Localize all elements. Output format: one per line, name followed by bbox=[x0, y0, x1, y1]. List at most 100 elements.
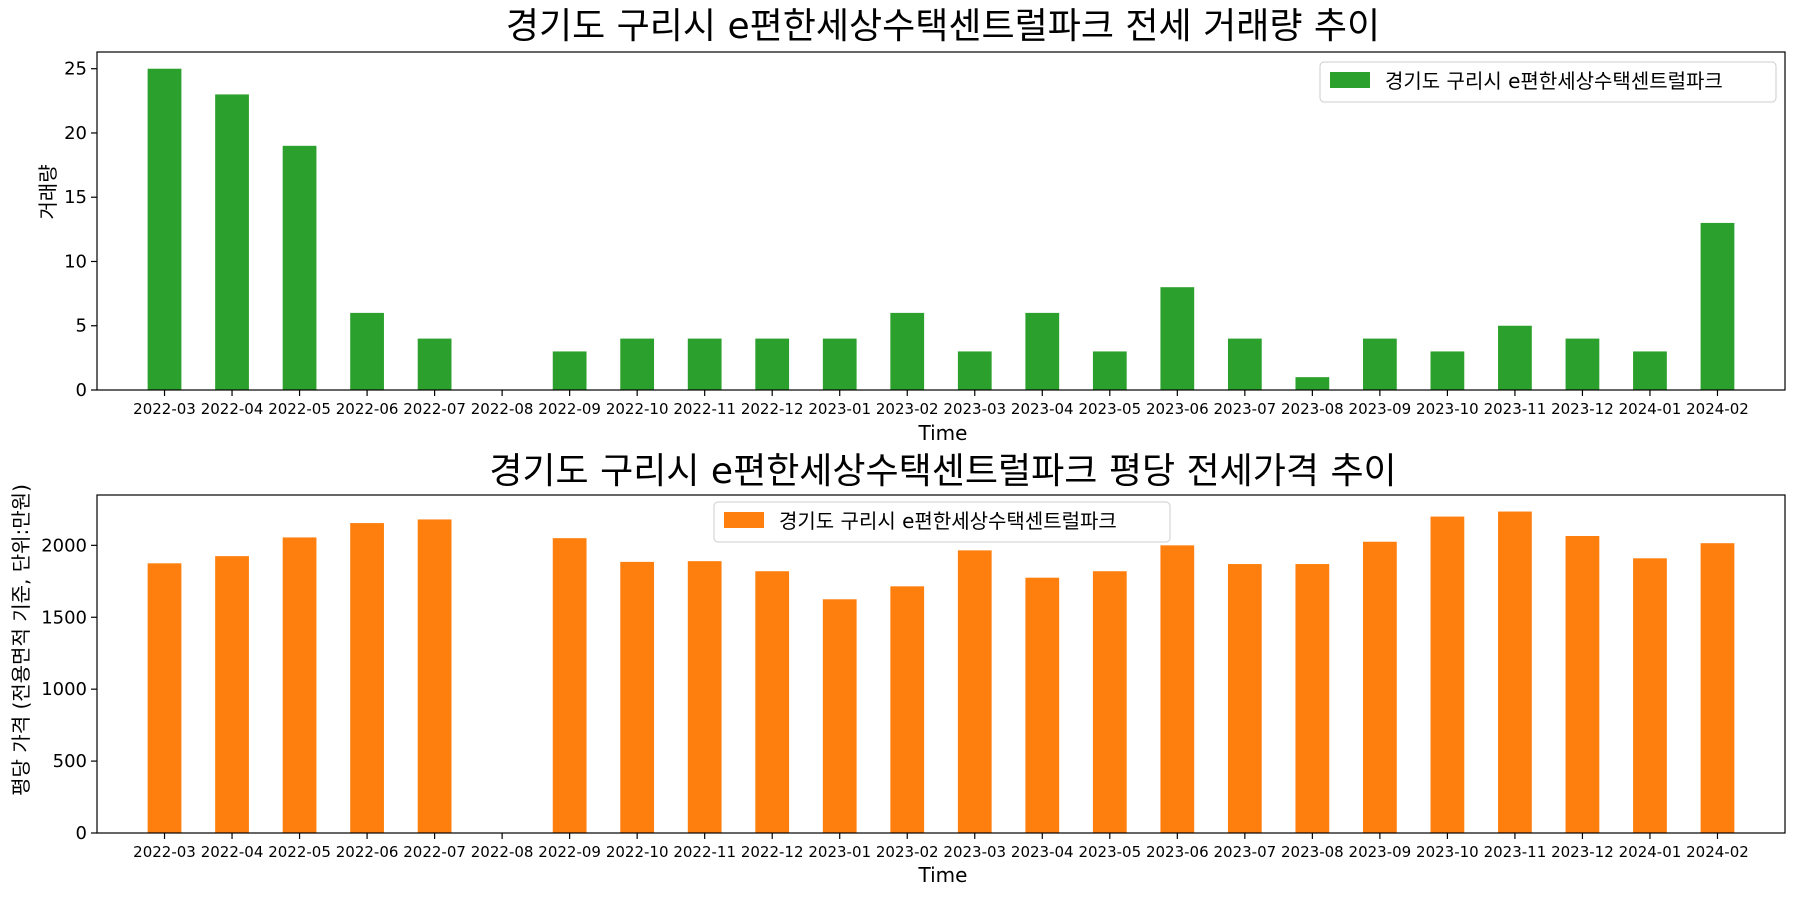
volume-chart-bar-2022-05 bbox=[282, 145, 317, 390]
volume-chart-x-tick-label: 2022-12 bbox=[741, 400, 804, 418]
price-chart-bar-2023-11 bbox=[1498, 511, 1532, 833]
volume-chart-bar-2024-01 bbox=[1633, 351, 1667, 390]
price-chart-bar-2022-09 bbox=[552, 538, 587, 833]
volume-chart-x-tick-label: 2024-02 bbox=[1686, 400, 1749, 418]
volume-chart-bar-2023-01 bbox=[822, 338, 857, 390]
volume-chart-x-tick-label: 2022-09 bbox=[538, 400, 601, 418]
price-chart-x-tick-label: 2023-04 bbox=[1011, 843, 1074, 861]
price-chart-bar-2023-09 bbox=[1363, 541, 1397, 833]
price-chart-x-tick-label: 2023-05 bbox=[1078, 843, 1141, 861]
volume-chart-y-tick-label: 0 bbox=[76, 380, 87, 401]
price-chart-x-tick-label: 2024-01 bbox=[1619, 843, 1682, 861]
volume-chart-x-tick-label: 2022-06 bbox=[336, 400, 399, 418]
price-chart-x-tick-label: 2023-12 bbox=[1551, 843, 1614, 861]
price-chart-x-tick-label: 2022-12 bbox=[741, 843, 804, 861]
price-chart-bar-2022-12 bbox=[755, 571, 790, 833]
price-chart-x-tick-label: 2023-10 bbox=[1416, 843, 1479, 861]
volume-chart-y-label: 거래량 bbox=[36, 164, 60, 219]
price-chart-x-tick-label: 2023-03 bbox=[943, 843, 1006, 861]
price-chart-x-tick-label: 2023-06 bbox=[1146, 843, 1209, 861]
volume-chart-frame bbox=[96, 51, 1786, 391]
volume-chart-x-tick-label: 2023-10 bbox=[1416, 400, 1479, 418]
volume-chart-bar-2023-02 bbox=[890, 312, 925, 390]
volume-chart-x-label: Time bbox=[918, 421, 968, 445]
volume-chart-bar-2023-03 bbox=[957, 351, 992, 390]
volume-chart-legend-label: 경기도 구리시 e편한세상수택센트럴파크 bbox=[1385, 69, 1723, 93]
volume-chart-bar-2023-05 bbox=[1092, 351, 1127, 390]
price-chart-x-ticks: 2022-03 2022-04 2022-05 2022-06 2022-07 2022-… bbox=[133, 833, 1749, 861]
price-chart-x-tick-label: 2022-05 bbox=[268, 843, 331, 861]
volume-chart-x-tick-label: 2023-12 bbox=[1551, 400, 1614, 418]
volume-chart-x-tick-label: 2023-11 bbox=[1484, 400, 1547, 418]
volume-chart-y-tick-label: 25 bbox=[64, 59, 87, 80]
volume-chart-legend-box bbox=[1319, 61, 1777, 103]
price-chart-bar-2023-06 bbox=[1160, 545, 1195, 833]
price-chart-x-tick-label: 2023-07 bbox=[1213, 843, 1276, 861]
volume-chart-legend: 경기도 구리시 e편한세상수택센트럴파크 bbox=[1319, 61, 1777, 103]
volume-chart-bar-2022-11 bbox=[687, 338, 722, 390]
price-chart-y-tick-label: 1500 bbox=[41, 607, 87, 628]
price-chart-x-tick-label: 2023-02 bbox=[876, 843, 939, 861]
volume-chart-bar-2023-07 bbox=[1227, 338, 1262, 390]
volume-chart-x-tick-label: 2023-08 bbox=[1281, 400, 1344, 418]
volume-chart-bar-2023-09 bbox=[1363, 338, 1397, 390]
volume-chart-x-tick-label: 2023-04 bbox=[1011, 400, 1074, 418]
price-chart-bar-2023-05 bbox=[1092, 571, 1127, 833]
price-chart-x-tick-label: 2024-02 bbox=[1686, 843, 1749, 861]
volume-chart: 경기도 구리시 e편한세상수택센트럴파크 전세 거래량 추이 거래량 Time … bbox=[36, 6, 1786, 445]
price-chart-bar-2022-11 bbox=[687, 561, 722, 833]
price-chart-legend-box bbox=[713, 501, 1171, 543]
volume-chart-bar-2022-10 bbox=[620, 338, 655, 390]
price-chart-legend: 경기도 구리시 e편한세상수택센트럴파크 bbox=[713, 501, 1171, 543]
volume-chart-bar-2024-02 bbox=[1700, 222, 1735, 390]
price-chart-bar-2023-01 bbox=[822, 599, 857, 833]
volume-chart-bar-2022-06 bbox=[350, 312, 384, 390]
volume-chart-bar-2022-12 bbox=[755, 338, 790, 390]
price-chart-legend-label: 경기도 구리시 e편한세상수택센트럴파크 bbox=[779, 509, 1117, 533]
volume-chart-bar-2022-03 bbox=[147, 68, 182, 391]
price-chart-y-tick-label: 500 bbox=[53, 751, 87, 772]
price-chart-y-ticks: 0 500 1000 1500 2000 bbox=[41, 535, 97, 844]
volume-chart-x-tick-label: 2024-01 bbox=[1619, 400, 1682, 418]
volume-chart-y-ticks: 0 5 10 15 20 25 bbox=[64, 59, 97, 401]
price-chart-title: 경기도 구리시 e편한세상수택센트럴파크 평당 전세가격 추이 bbox=[489, 451, 1396, 492]
volume-chart-x-tick-label: 2023-01 bbox=[808, 400, 871, 418]
price-chart-legend-swatch bbox=[724, 512, 764, 528]
volume-chart-x-tick-label: 2022-11 bbox=[673, 400, 736, 418]
volume-chart-bar-2023-06 bbox=[1160, 287, 1195, 390]
price-chart-bar-2023-12 bbox=[1565, 535, 1600, 833]
volume-chart-x-tick-label: 2023-09 bbox=[1349, 400, 1412, 418]
price-chart-frame bbox=[96, 494, 1786, 834]
price-chart-x-tick-label: 2022-04 bbox=[201, 843, 264, 861]
price-chart-bar-2024-01 bbox=[1633, 558, 1667, 833]
price-chart-x-tick-label: 2023-01 bbox=[808, 843, 871, 861]
price-chart-bar-2022-07 bbox=[417, 519, 452, 833]
price-chart-x-tick-label: 2023-08 bbox=[1281, 843, 1344, 861]
volume-chart-title: 경기도 구리시 e편한세상수택센트럴파크 전세 거래량 추이 bbox=[506, 6, 1380, 47]
price-chart-x-tick-label: 2022-07 bbox=[403, 843, 466, 861]
volume-chart-x-tick-label: 2022-07 bbox=[403, 400, 466, 418]
price-chart-bar-2023-07 bbox=[1227, 564, 1262, 833]
volume-chart-bar-2022-09 bbox=[552, 351, 587, 390]
price-chart-x-tick-label: 2022-06 bbox=[336, 843, 399, 861]
price-chart-x-tick-label: 2022-03 bbox=[133, 843, 196, 861]
price-chart: 경기도 구리시 e편한세상수택센트럴파크 평당 전세가격 추이 평당 가격 (전… bbox=[9, 451, 1786, 887]
volume-chart-x-tick-label: 2022-05 bbox=[268, 400, 331, 418]
price-chart-x-tick-label: 2023-09 bbox=[1349, 843, 1412, 861]
volume-chart-x-tick-label: 2023-02 bbox=[876, 400, 939, 418]
volume-chart-x-tick-label: 2022-03 bbox=[133, 400, 196, 418]
volume-chart-y-tick-label: 15 bbox=[64, 187, 87, 208]
volume-chart-x-ticks: 2022-03 2022-04 2022-05 2022-06 2022-07 2022-… bbox=[133, 390, 1749, 418]
price-chart-bar-2023-10 bbox=[1430, 516, 1465, 833]
volume-chart-bar-2023-12 bbox=[1565, 338, 1600, 390]
volume-chart-bar-2023-11 bbox=[1498, 325, 1532, 390]
price-chart-x-tick-label: 2023-11 bbox=[1484, 843, 1547, 861]
price-chart-bars bbox=[147, 511, 1735, 833]
volume-chart-x-tick-label: 2023-05 bbox=[1078, 400, 1141, 418]
price-chart-x-tick-label: 2022-10 bbox=[606, 843, 669, 861]
price-chart-bar-2023-03 bbox=[957, 550, 992, 833]
volume-chart-bar-2023-04 bbox=[1025, 312, 1060, 390]
volume-chart-bar-2022-04 bbox=[215, 94, 249, 390]
volume-chart-bars bbox=[147, 68, 1735, 391]
price-chart-y-tick-label: 2000 bbox=[41, 535, 87, 556]
